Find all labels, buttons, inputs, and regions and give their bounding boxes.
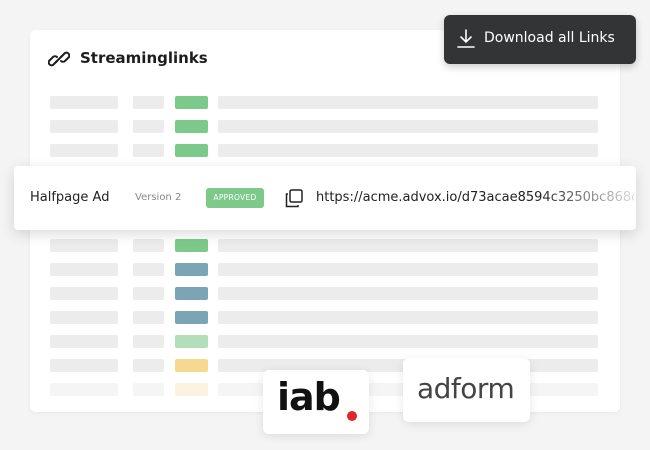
button-label: Download all Links — [484, 30, 615, 46]
status-placeholder — [175, 287, 208, 300]
text-placeholder — [50, 239, 118, 252]
text-placeholder — [218, 311, 598, 324]
status-placeholder — [175, 239, 208, 252]
text-placeholder — [50, 263, 118, 276]
status-placeholder — [175, 96, 208, 109]
text-placeholder — [50, 144, 118, 157]
iab-dot — [347, 411, 357, 421]
text-placeholder — [218, 287, 598, 300]
text-placeholder — [50, 120, 118, 133]
status-badge: APPROVED — [206, 188, 264, 208]
text-placeholder — [133, 335, 164, 348]
text-placeholder — [133, 120, 164, 133]
text-placeholder — [50, 359, 118, 372]
link-icon — [48, 51, 70, 67]
status-placeholder — [175, 335, 208, 348]
text-placeholder — [133, 263, 164, 276]
download-icon — [457, 29, 475, 48]
highlighted-row[interactable]: Halfpage Ad Version 2 APPROVED https://a… — [14, 166, 636, 230]
adform-text: adform — [417, 372, 515, 405]
text-placeholder — [133, 359, 164, 372]
text-placeholder — [218, 144, 598, 157]
iab-logo: iab — [263, 370, 369, 434]
stream-url: https://acme.advox.io/d73acae8594c3250bc… — [316, 190, 634, 205]
card-title: Streaminglinks — [80, 49, 208, 67]
text-placeholder — [50, 311, 118, 324]
text-placeholder — [50, 335, 118, 348]
status-placeholder — [175, 383, 208, 396]
ad-name: Halfpage Ad — [30, 190, 110, 205]
text-placeholder — [133, 239, 164, 252]
text-placeholder — [133, 311, 164, 324]
text-placeholder — [50, 383, 118, 396]
text-placeholder — [218, 96, 598, 109]
status-placeholder — [175, 311, 208, 324]
text-placeholder — [50, 287, 118, 300]
text-placeholder — [218, 335, 598, 348]
status-placeholder — [175, 263, 208, 276]
text-placeholder — [133, 144, 164, 157]
download-button[interactable]: Download all Links — [444, 15, 636, 64]
text-placeholder — [133, 383, 164, 396]
iab-text: iab — [277, 375, 341, 419]
text-placeholder — [218, 239, 598, 252]
text-placeholder — [218, 120, 598, 133]
text-placeholder — [133, 287, 164, 300]
status-placeholder — [175, 144, 208, 157]
text-placeholder — [50, 96, 118, 109]
copy-icon[interactable] — [285, 189, 303, 208]
text-placeholder — [133, 96, 164, 109]
status-placeholder — [175, 359, 208, 372]
text-placeholder — [218, 263, 598, 276]
version: Version 2 — [135, 192, 182, 203]
adform-logo: adform — [403, 358, 530, 422]
status-placeholder — [175, 120, 208, 133]
